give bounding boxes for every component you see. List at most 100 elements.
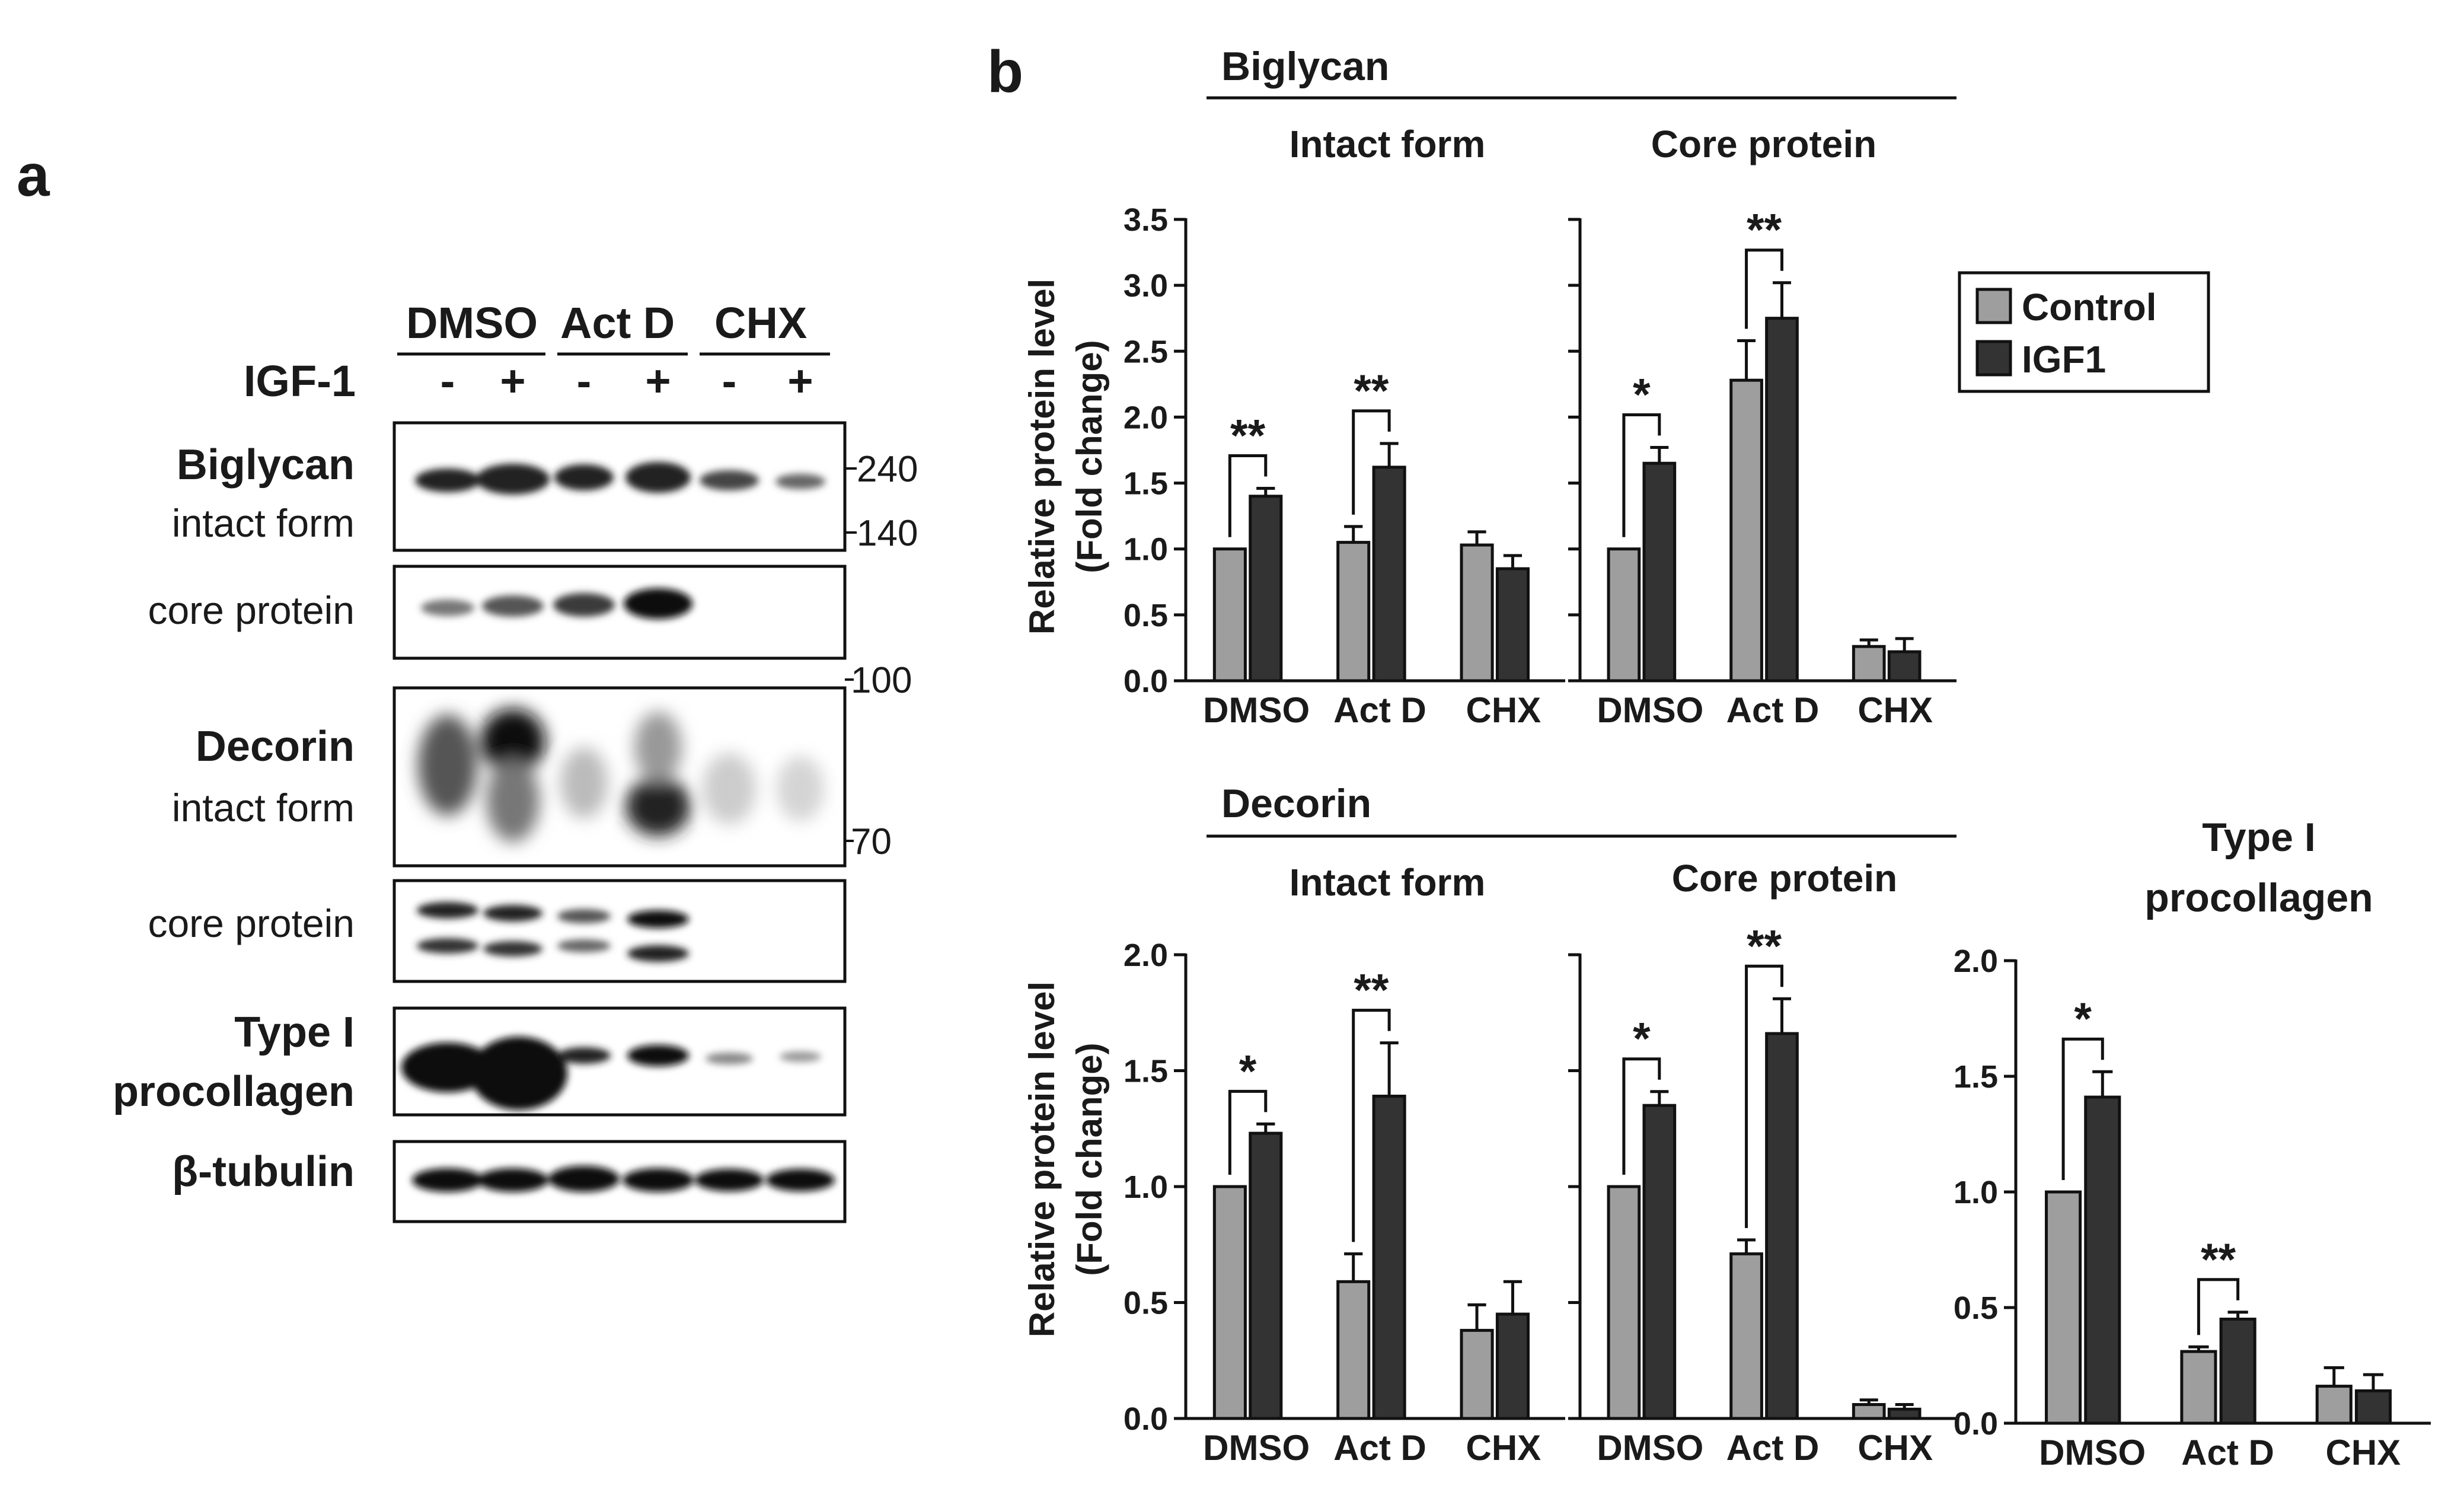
bar — [1765, 1032, 1799, 1420]
mw-marker: 140 — [857, 513, 918, 554]
significance-bracket — [1745, 248, 1783, 329]
category-label: Act D — [1333, 1428, 1426, 1468]
ylabel-top-line2: (Fold change) — [1070, 340, 1109, 573]
blot-biglycan-core — [392, 565, 847, 660]
bar — [1729, 1252, 1763, 1420]
blot-biglycan-intact — [392, 421, 847, 552]
significance-marker: ** — [1230, 410, 1266, 461]
y-tick-label: 0.0 — [1954, 1406, 1998, 1442]
group-header-dmso: DMSO — [406, 298, 538, 348]
significance-marker: ** — [1747, 205, 1782, 256]
panel-b-label: b — [987, 39, 1023, 105]
mw-marker: 240 — [857, 449, 918, 490]
bar — [1642, 461, 1677, 683]
group-title-decorin: Decorin — [1221, 781, 1371, 826]
y-tick-label: 0.0 — [1124, 664, 1168, 699]
legend-label-igf1: IGF1 — [2022, 338, 2106, 381]
bar — [1495, 567, 1530, 683]
significance-marker: * — [1239, 1046, 1257, 1096]
blot-procollagen — [392, 1006, 847, 1117]
bar — [2315, 1385, 2353, 1425]
bar — [1887, 650, 1922, 683]
category-label: CHX — [1466, 690, 1541, 730]
y-tick-label: 0.5 — [1124, 598, 1168, 633]
category-label: CHX — [1857, 1428, 1933, 1468]
bar — [1729, 378, 1763, 683]
significance-bracket — [1352, 409, 1391, 515]
significance-bracket — [1228, 454, 1268, 537]
legend-label-control: Control — [2022, 286, 2157, 329]
y-tick-label: 1.5 — [1124, 466, 1168, 502]
significance-bracket — [1352, 1009, 1391, 1242]
y-tick-label: 0.0 — [1124, 1401, 1168, 1437]
panel-a-label: a — [17, 142, 50, 209]
category-label: DMSO — [1203, 690, 1310, 730]
row-labels: Biglycan intact form core protein Decori… — [113, 441, 355, 1195]
mw-marker: 100 — [851, 660, 912, 701]
igf1-sign: + — [645, 356, 671, 406]
igf1-label: IGF-1 — [244, 356, 356, 406]
significance-bracket — [1622, 1057, 1661, 1175]
y-tick-label: 1.0 — [1954, 1175, 1998, 1210]
igf1-signs: - + - + - + — [441, 356, 813, 406]
bar — [1212, 1185, 1247, 1420]
chart: 0.0 0.5 1.0 1.5 2.0 2.5 3.0 3.5 DMSO ** Act D ** CHX — [1124, 202, 1565, 730]
legend-swatch-igf1 — [1975, 340, 2012, 377]
ylabel-bottom-line1: Relative protein level — [1022, 981, 1062, 1337]
row-label-decorin-core: core protein — [148, 901, 355, 945]
bar — [2219, 1318, 2256, 1425]
significance-bracket — [2061, 1037, 2104, 1180]
row-label-btubulin: β-tubulin — [172, 1148, 355, 1195]
row-label-decorin-intact: intact form — [172, 786, 355, 830]
y-tick-label: 2.5 — [1124, 334, 1168, 369]
bar — [1852, 645, 1886, 683]
significance-marker: ** — [1354, 366, 1389, 416]
y-tick-label: 2.0 — [1124, 400, 1168, 435]
subtitle-biglycan-intact: Intact form — [1290, 123, 1486, 165]
significance-marker: * — [1633, 370, 1651, 420]
y-tick-label: 2.0 — [1954, 943, 1998, 979]
significance-bracket — [1228, 1089, 1268, 1175]
subtitle-decorin-intact: Intact form — [1290, 861, 1486, 904]
group-header-actd: Act D — [560, 298, 675, 348]
y-tick-label: 1.5 — [1124, 1054, 1168, 1089]
ylabel-bottom-line2: (Fold change) — [1070, 1043, 1109, 1276]
bar — [1249, 495, 1283, 683]
significance-bracket — [1745, 964, 1783, 1228]
bar — [1336, 541, 1371, 683]
chart-title-procollagen: procollagen — [2144, 875, 2373, 920]
subtitle-decorin-core: Core protein — [1672, 857, 1897, 900]
bar — [1460, 543, 1494, 683]
significance-bracket — [2197, 1278, 2240, 1335]
igf1-sign: + — [500, 356, 525, 406]
significance-bracket — [1622, 413, 1661, 537]
ylabel-top-line1: Relative protein level — [1022, 279, 1062, 635]
significance-marker: ** — [1747, 921, 1782, 971]
blot-decorin-intact — [392, 686, 847, 868]
bar — [1852, 1403, 1886, 1420]
row-label-type1: Type I — [234, 1009, 355, 1056]
bar — [1249, 1131, 1283, 1420]
significance-marker: * — [2074, 994, 2092, 1044]
row-label-biglycan: Biglycan — [177, 441, 355, 489]
chart: DMSO * Act D ** CHX — [1568, 921, 1956, 1468]
bar — [1887, 1407, 1922, 1420]
blot-btubulin — [392, 1140, 847, 1223]
bar — [1460, 1328, 1494, 1420]
bar — [2084, 1095, 2121, 1425]
category-label: DMSO — [1203, 1428, 1310, 1468]
bar — [1336, 1280, 1371, 1420]
category-label: DMSO — [1597, 690, 1703, 730]
category-label: CHX — [1857, 690, 1933, 730]
category-label: CHX — [1466, 1428, 1541, 1468]
category-label: Act D — [1726, 1428, 1820, 1468]
y-tick-label: 0.5 — [1954, 1290, 1998, 1326]
bar — [1372, 466, 1406, 683]
lane-group-headers: DMSO Act D CHX — [397, 298, 830, 356]
significance-marker: ** — [1354, 965, 1389, 1016]
mw-marker: 70 — [851, 821, 892, 862]
significance-marker: * — [1633, 1014, 1651, 1064]
category-label: DMSO — [2039, 1433, 2146, 1472]
